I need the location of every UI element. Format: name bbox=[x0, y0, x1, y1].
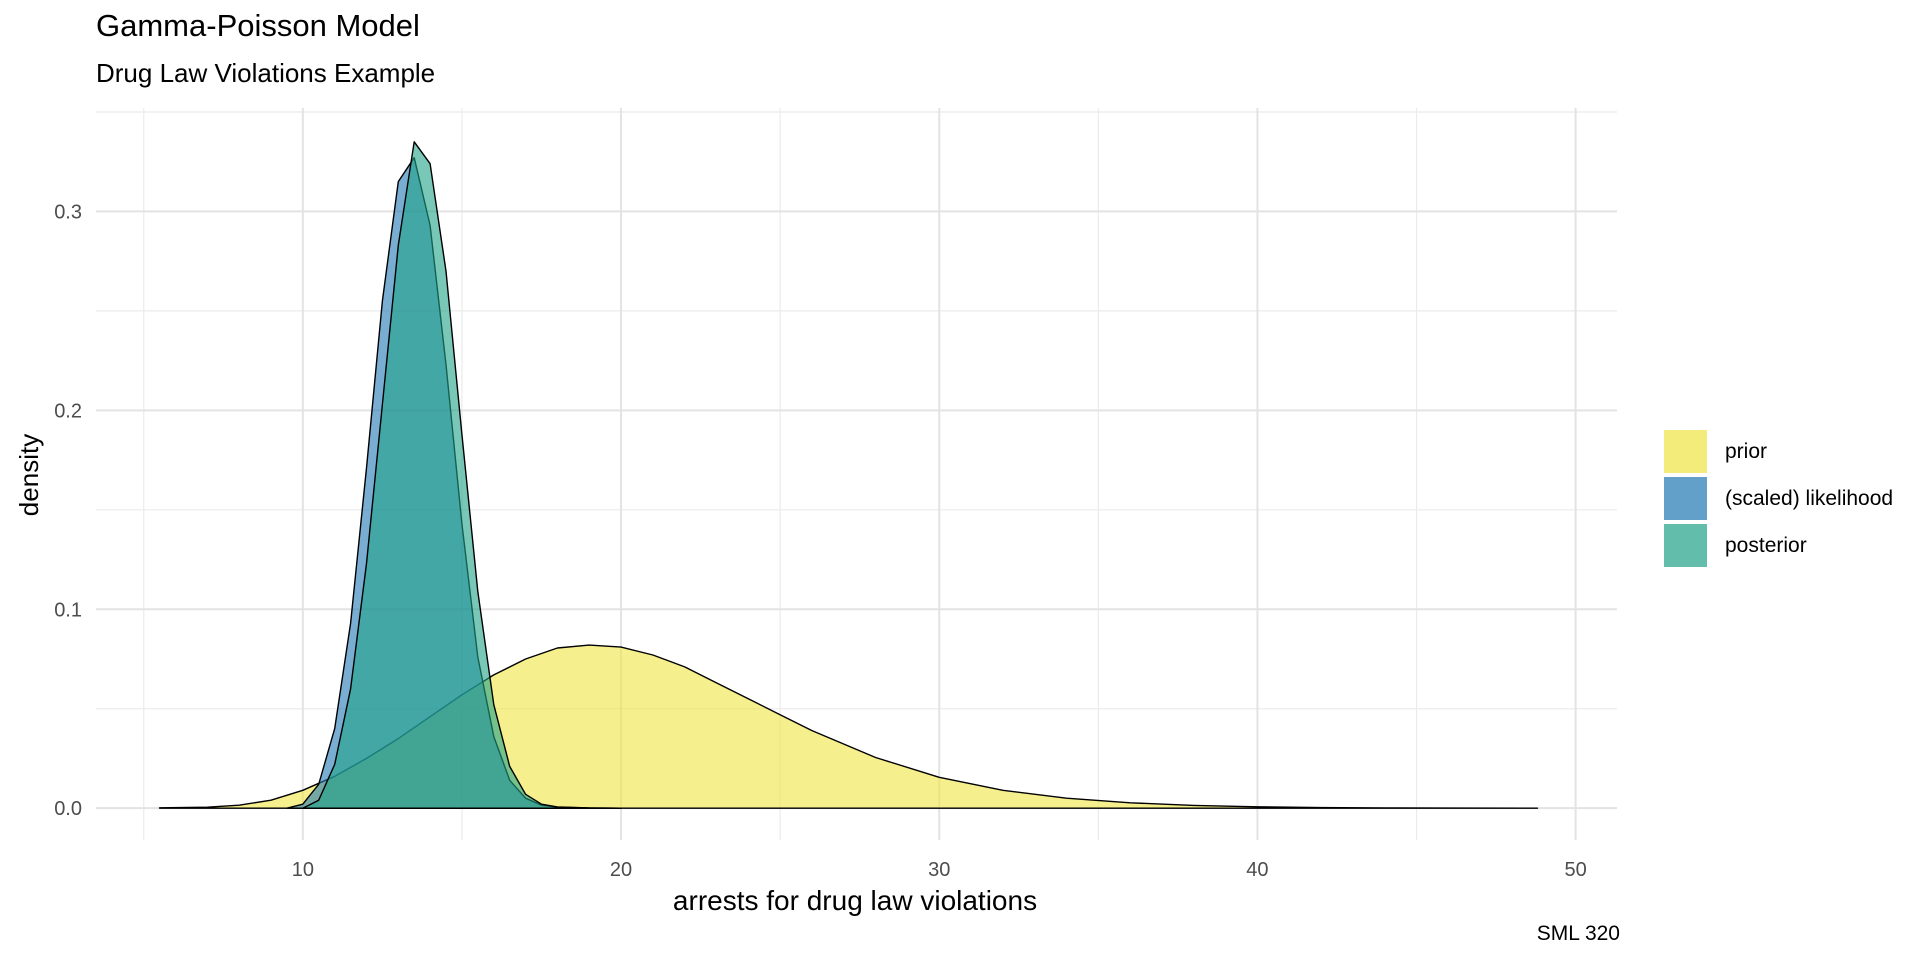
x-axis-label: arrests for drug law violations bbox=[673, 885, 1037, 916]
y-tick-labels: 0.0 0.1 0.2 0.3 bbox=[54, 201, 82, 820]
legend-item-prior: prior bbox=[1664, 428, 1893, 475]
x-tick-label: 20 bbox=[610, 859, 632, 881]
density-areas bbox=[158, 141, 1539, 809]
y-tick-label: 0.3 bbox=[54, 201, 82, 223]
chart-subtitle: Drug Law Violations Example bbox=[96, 58, 436, 88]
legend-key-posterior bbox=[1664, 524, 1707, 567]
posterior-area bbox=[302, 141, 622, 809]
minor-gridlines bbox=[96, 108, 1617, 840]
x-tick-label: 10 bbox=[292, 859, 314, 881]
x-tick-label: 30 bbox=[928, 859, 950, 881]
legend: prior (scaled) likelihood posterior bbox=[1664, 428, 1893, 569]
legend-key-prior bbox=[1664, 430, 1707, 473]
legend-label-prior: prior bbox=[1725, 439, 1768, 463]
y-tick-label: 0.0 bbox=[54, 798, 82, 820]
x-tick-labels: 10 20 30 40 50 bbox=[292, 859, 1587, 881]
x-tick-label: 50 bbox=[1565, 859, 1587, 881]
y-axis-label: density bbox=[14, 434, 44, 516]
major-gridlines bbox=[96, 108, 1617, 840]
x-tick-label: 40 bbox=[1246, 859, 1268, 881]
y-tick-label: 0.2 bbox=[54, 400, 82, 422]
chart-title: Gamma-Poisson Model bbox=[96, 8, 420, 43]
legend-label-posterior: posterior bbox=[1725, 533, 1807, 557]
legend-key-likelihood bbox=[1664, 477, 1707, 520]
caption: SML 320 bbox=[1536, 922, 1620, 945]
legend-label-likelihood: (scaled) likelihood bbox=[1725, 486, 1894, 510]
legend-item-likelihood: (scaled) likelihood bbox=[1664, 475, 1893, 522]
legend-item-posterior: posterior bbox=[1664, 522, 1893, 569]
y-tick-label: 0.1 bbox=[54, 599, 82, 621]
